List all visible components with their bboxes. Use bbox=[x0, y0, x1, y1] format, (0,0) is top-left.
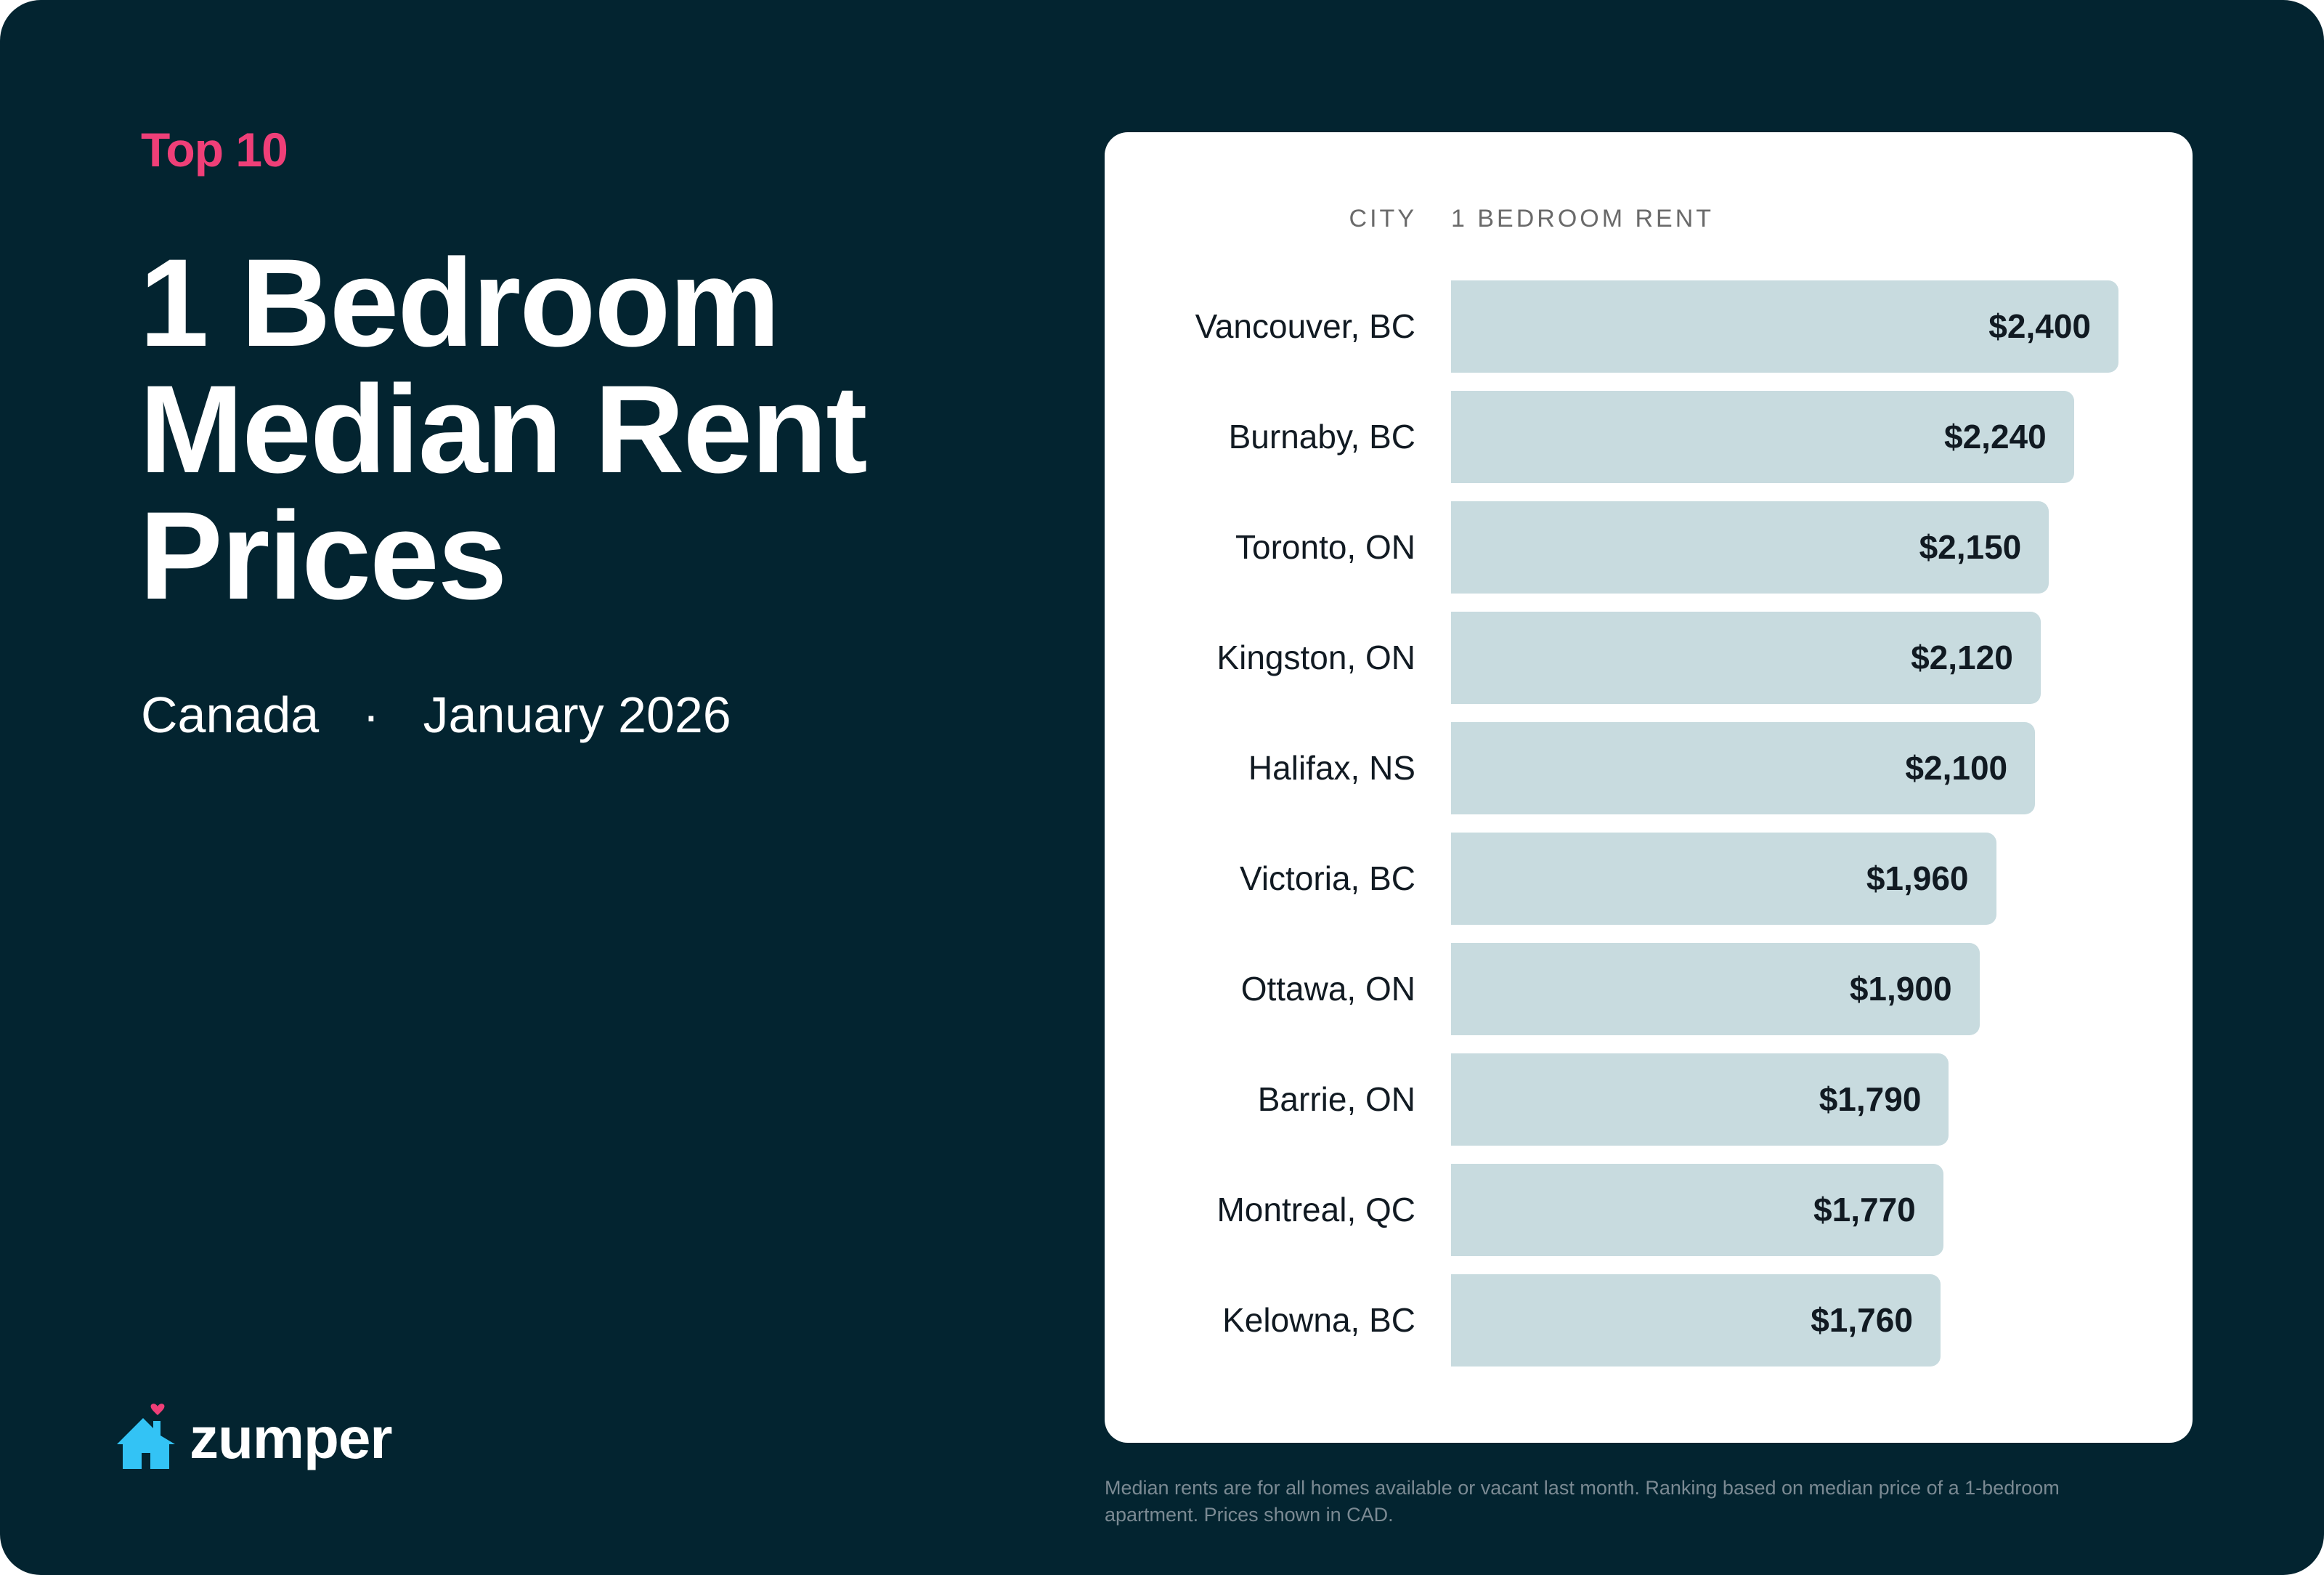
value-label: $1,900 bbox=[1849, 970, 1952, 1008]
city-label: Kelowna, BC bbox=[1222, 1301, 1415, 1339]
value-label: $2,120 bbox=[1911, 639, 2013, 676]
bar: $2,150 bbox=[1451, 501, 2049, 594]
column-header-rent: 1 BEDROOM RENT bbox=[1451, 205, 1715, 232]
footnote: Median rents are for all homes available… bbox=[1105, 1477, 2060, 1526]
logo-wordmark: zumper bbox=[190, 1406, 392, 1470]
bar: $2,120 bbox=[1451, 612, 2041, 704]
value-label: $1,790 bbox=[1819, 1080, 1922, 1118]
city-label: Burnaby, BC bbox=[1228, 418, 1415, 456]
bar: $2,100 bbox=[1451, 722, 2036, 814]
region-label: Canada bbox=[141, 687, 320, 743]
bar: $2,240 bbox=[1451, 391, 2074, 483]
city-label: Victoria, BC bbox=[1239, 859, 1415, 897]
city-label: Montreal, QC bbox=[1216, 1191, 1415, 1228]
city-label: Barrie, ON bbox=[1257, 1080, 1415, 1118]
page-title: 1 Bedroom Median Rent Prices bbox=[139, 240, 1084, 619]
value-label: $1,770 bbox=[1813, 1191, 1916, 1228]
value-label: $2,400 bbox=[1988, 307, 2091, 345]
bar: $1,900 bbox=[1451, 943, 1980, 1035]
zumper-logo: zumper bbox=[115, 1402, 392, 1472]
value-label: $1,960 bbox=[1866, 859, 1969, 897]
bar: $1,790 bbox=[1451, 1053, 1949, 1146]
city-label: Halifax, NS bbox=[1248, 749, 1415, 787]
eyebrow-label: Top 10 bbox=[141, 123, 288, 177]
value-label: $2,240 bbox=[1944, 418, 2047, 456]
city-label: Toronto, ON bbox=[1235, 528, 1415, 566]
title-line: Median Rent bbox=[139, 360, 868, 499]
city-label: Kingston, ON bbox=[1216, 639, 1415, 676]
date-label: January 2026 bbox=[423, 687, 731, 743]
value-label: $1,760 bbox=[1811, 1301, 1913, 1339]
separator-dot: · bbox=[362, 687, 380, 743]
column-header-city: CITY bbox=[1349, 205, 1417, 232]
house-heart-icon bbox=[117, 1404, 175, 1469]
bar: $1,770 bbox=[1451, 1164, 1943, 1256]
bar: $2,400 bbox=[1451, 280, 2118, 373]
value-label: $2,100 bbox=[1905, 749, 2008, 787]
bar: $1,960 bbox=[1451, 833, 1996, 925]
city-label: Vancouver, BC bbox=[1195, 307, 1415, 345]
city-label: Ottawa, ON bbox=[1240, 970, 1415, 1008]
value-label: $2,150 bbox=[1919, 528, 2022, 566]
title-line: Prices bbox=[139, 486, 507, 625]
title-line: 1 Bedroom bbox=[139, 233, 780, 373]
subtitle: Canada · January 2026 bbox=[141, 686, 731, 744]
bar: $1,760 bbox=[1451, 1274, 1941, 1367]
